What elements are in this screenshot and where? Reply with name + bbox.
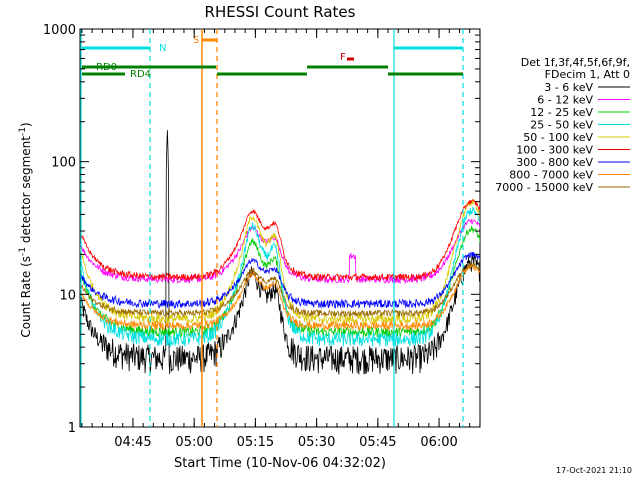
series-line-7 <box>80 251 480 310</box>
legend-label-1: 3 - 6 keV <box>544 81 593 94</box>
legend-label-6: 100 - 300 keV <box>516 144 593 157</box>
annotation-n: N <box>159 43 166 54</box>
annotation-rd4: RD4 <box>130 69 151 80</box>
chart-title: RHESSI Count Rates <box>205 3 356 21</box>
series-line-1 <box>80 130 480 375</box>
series-line-9 <box>80 262 480 318</box>
x-axis-label: Start Time (10-Nov-06 04:32:02) <box>174 456 386 471</box>
legend-label-5: 50 - 100 keV <box>523 131 593 144</box>
x-tick-label: 05:45 <box>359 435 396 450</box>
axes: 1 10 100 1000 04:45 05:00 05:15 05:30 05:45 06:00 <box>43 23 481 450</box>
legend-label-2: 6 - 12 keV <box>537 94 593 107</box>
series-line-4 <box>80 206 480 348</box>
series-line-6 <box>80 199 480 282</box>
annotation-rd0: RD0 <box>96 62 117 73</box>
y-tick-label: 1000 <box>43 23 76 38</box>
legend: Det 1f,3f,4f,5f,6f,9f, FDecim 1, Att 0 3… <box>495 56 630 194</box>
x-tick-label: 06:00 <box>420 435 457 450</box>
x-tick-label: 04:45 <box>114 435 151 450</box>
legend-label-8: 800 - 7000 keV <box>509 169 593 182</box>
plot-area: N S F RD0 RD4 <box>80 29 480 427</box>
series-line-8 <box>80 264 480 331</box>
y-tick-label: 1 <box>68 421 76 436</box>
plot-clip-group <box>80 29 480 427</box>
x-tick-label: 05:00 <box>175 435 212 450</box>
legend-label-9: 7000 - 15000 keV <box>495 181 593 194</box>
legend-label-4: 25 - 50 keV <box>530 119 593 132</box>
legend-title-line2: FDecim 1, Att 0 <box>545 68 630 81</box>
x-tick-label: 05:15 <box>237 435 274 450</box>
y-tick-label: 100 <box>51 156 76 171</box>
legend-label-7: 300 - 800 keV <box>516 156 593 169</box>
legend-label-3: 12 - 25 keV <box>530 106 593 119</box>
x-tick-label: 05:30 <box>298 435 335 450</box>
annotation-s: S <box>193 35 199 46</box>
legend-title-line1: Det 1f,3f,4f,5f,6f,9f, <box>521 56 630 69</box>
y-axis-label: Count Rate (s-1 detector segment-1) <box>18 122 33 337</box>
timestamp: 17-Oct-2021 21:10 <box>556 466 632 475</box>
y-tick-label: 10 <box>59 288 76 303</box>
annotation-f: F <box>340 52 346 63</box>
